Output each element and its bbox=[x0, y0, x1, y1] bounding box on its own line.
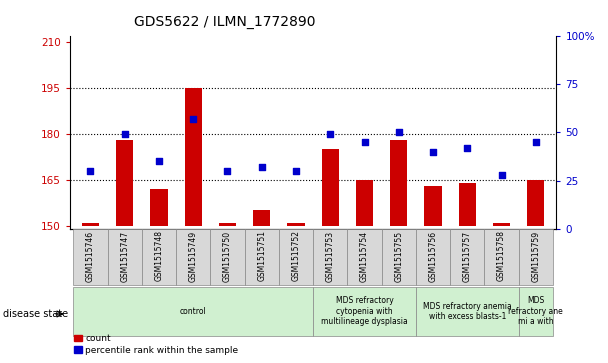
Bar bbox=[142, 229, 176, 285]
Point bbox=[120, 131, 130, 137]
Bar bbox=[313, 287, 416, 336]
Point bbox=[86, 168, 95, 174]
Bar bbox=[219, 223, 236, 226]
Bar bbox=[74, 287, 313, 336]
Bar bbox=[108, 229, 142, 285]
Bar bbox=[382, 229, 416, 285]
Bar bbox=[458, 183, 476, 226]
Bar bbox=[244, 229, 279, 285]
Bar bbox=[424, 186, 441, 226]
Text: GSM1515756: GSM1515756 bbox=[429, 231, 438, 281]
Point bbox=[394, 130, 404, 135]
Bar bbox=[519, 287, 553, 336]
Text: GSM1515749: GSM1515749 bbox=[188, 231, 198, 281]
Point bbox=[188, 116, 198, 122]
Point bbox=[531, 139, 541, 145]
Text: GSM1515755: GSM1515755 bbox=[394, 231, 403, 281]
Text: GSM1515747: GSM1515747 bbox=[120, 231, 130, 281]
Text: GSM1515753: GSM1515753 bbox=[326, 231, 335, 281]
Bar bbox=[116, 140, 133, 226]
Bar bbox=[519, 229, 553, 285]
Bar bbox=[288, 223, 305, 226]
Point bbox=[257, 164, 266, 170]
Text: MDS
refractory ane
mi a with: MDS refractory ane mi a with bbox=[508, 296, 563, 326]
Bar bbox=[185, 88, 202, 226]
Bar bbox=[450, 229, 485, 285]
Bar bbox=[313, 229, 347, 285]
Point bbox=[154, 158, 164, 164]
Point bbox=[463, 145, 472, 151]
Bar bbox=[253, 211, 271, 226]
Point bbox=[497, 172, 506, 178]
Bar bbox=[390, 140, 407, 226]
Bar bbox=[527, 180, 544, 226]
Text: GSM1515757: GSM1515757 bbox=[463, 231, 472, 281]
Point bbox=[428, 149, 438, 155]
Point bbox=[325, 131, 335, 137]
Bar bbox=[150, 189, 168, 226]
Text: GDS5622 / ILMN_1772890: GDS5622 / ILMN_1772890 bbox=[134, 15, 316, 29]
Bar bbox=[485, 229, 519, 285]
Text: MDS refractory
cytopenia with
multilineage dysplasia: MDS refractory cytopenia with multilinea… bbox=[321, 296, 408, 326]
Point bbox=[223, 168, 232, 174]
Text: GSM1515746: GSM1515746 bbox=[86, 231, 95, 281]
Bar bbox=[82, 223, 99, 226]
Bar bbox=[74, 229, 108, 285]
Text: GSM1515751: GSM1515751 bbox=[257, 231, 266, 281]
Bar bbox=[347, 229, 382, 285]
Bar bbox=[416, 229, 450, 285]
Text: GSM1515759: GSM1515759 bbox=[531, 231, 541, 281]
Text: disease state: disease state bbox=[3, 309, 68, 319]
Text: MDS refractory anemia
with excess blasts-1: MDS refractory anemia with excess blasts… bbox=[423, 302, 512, 321]
Legend: count, percentile rank within the sample: count, percentile rank within the sample bbox=[74, 334, 238, 355]
Text: GSM1515750: GSM1515750 bbox=[223, 231, 232, 281]
Text: control: control bbox=[180, 307, 207, 316]
Bar bbox=[416, 287, 519, 336]
Bar bbox=[176, 229, 210, 285]
Bar bbox=[356, 180, 373, 226]
Point bbox=[360, 139, 370, 145]
Point bbox=[291, 168, 301, 174]
Bar bbox=[322, 149, 339, 226]
Text: GSM1515752: GSM1515752 bbox=[291, 231, 300, 281]
Bar bbox=[210, 229, 244, 285]
Text: GSM1515758: GSM1515758 bbox=[497, 231, 506, 281]
Text: GSM1515754: GSM1515754 bbox=[360, 231, 369, 281]
Bar bbox=[493, 223, 510, 226]
Text: GSM1515748: GSM1515748 bbox=[154, 231, 164, 281]
Bar bbox=[279, 229, 313, 285]
